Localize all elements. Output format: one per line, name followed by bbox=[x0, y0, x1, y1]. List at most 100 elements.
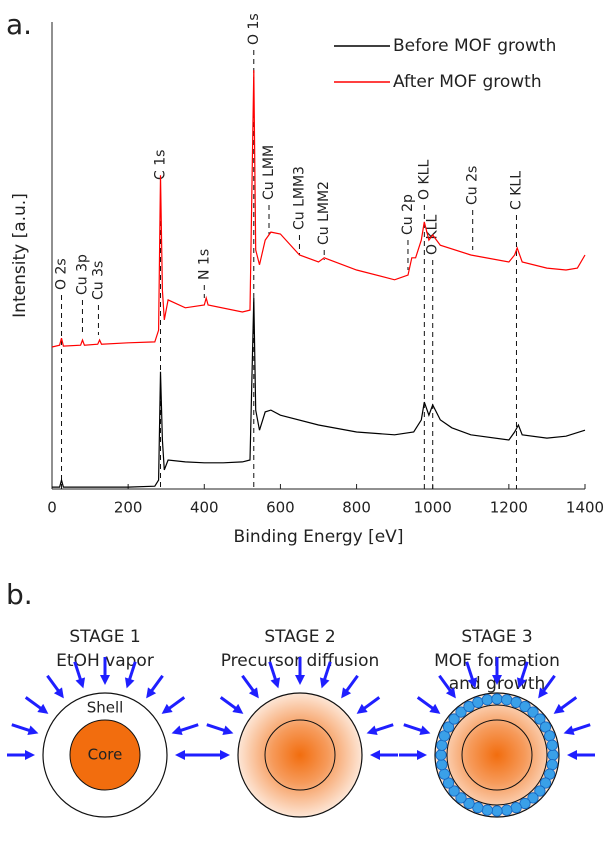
mof-bead bbox=[491, 693, 503, 705]
annotation-label: N 1s bbox=[196, 249, 212, 280]
mof-bead bbox=[501, 804, 513, 816]
annotation-label: O 2s bbox=[54, 258, 70, 290]
mof-bead bbox=[481, 804, 493, 816]
mof-bead bbox=[436, 739, 448, 751]
arrow-shaft bbox=[519, 661, 529, 682]
arrow-head bbox=[538, 687, 549, 699]
x-tick-label: 1400 bbox=[566, 499, 604, 517]
arrow-shaft bbox=[268, 661, 278, 682]
arrow-shaft bbox=[167, 696, 186, 711]
arrow-head bbox=[75, 677, 86, 689]
shell bbox=[237, 692, 363, 818]
mof-bead bbox=[544, 730, 556, 742]
arrow-shaft bbox=[219, 696, 238, 711]
arrow-head bbox=[492, 675, 502, 685]
arrow-shaft bbox=[416, 696, 435, 711]
legend-label: After MOF growth bbox=[393, 72, 542, 92]
arrow-head bbox=[161, 703, 173, 714]
mof-bead bbox=[547, 749, 559, 761]
arrow-head bbox=[124, 677, 135, 689]
mof-bead bbox=[448, 713, 460, 725]
mof-bead bbox=[527, 792, 539, 804]
core-outline bbox=[264, 719, 336, 791]
mof-bead bbox=[501, 694, 513, 706]
arrow-head bbox=[222, 725, 234, 736]
mof-bead bbox=[481, 694, 493, 706]
mof-bead bbox=[519, 700, 531, 713]
arrow-head bbox=[270, 677, 281, 689]
x-tick-label: 1000 bbox=[414, 499, 452, 517]
arrow-shaft bbox=[149, 674, 164, 693]
x-tick-label: 800 bbox=[342, 499, 371, 517]
mof-bead bbox=[438, 768, 450, 780]
x-tick-label: 600 bbox=[266, 499, 295, 517]
annotation-label: Cu LMM bbox=[261, 145, 277, 200]
spectrum-plot: 0 200 400 600 800 1000 1200 1400 Binding Energy … bbox=[10, 13, 604, 547]
arrow-head bbox=[417, 750, 427, 760]
arrow-head bbox=[232, 703, 244, 714]
mof-bead bbox=[455, 706, 467, 718]
arrow-shaft bbox=[344, 674, 359, 693]
arrow-shaft bbox=[73, 661, 83, 682]
annotation-label: Cu 2s bbox=[465, 166, 481, 205]
annotation-label: Cu 3s bbox=[90, 261, 106, 300]
x-axis-label: Binding Energy [eV] bbox=[234, 527, 404, 547]
arrow-head bbox=[100, 675, 110, 685]
annotation-label: O 1s bbox=[246, 13, 262, 45]
annotation-label: Cu LMM2 bbox=[316, 181, 332, 245]
arrow-head bbox=[175, 750, 185, 760]
spectrum-line bbox=[52, 297, 586, 488]
mof-bead bbox=[539, 777, 552, 789]
mof-bead bbox=[455, 792, 467, 804]
arrow-head bbox=[27, 725, 39, 736]
arrow-head bbox=[25, 750, 35, 760]
arrow-shaft bbox=[362, 696, 381, 711]
arrow-shaft bbox=[403, 723, 424, 733]
annotation-label: Cu LMM3 bbox=[291, 166, 307, 230]
annotation-label: O KLL bbox=[416, 160, 432, 200]
arrow-shaft bbox=[178, 723, 199, 733]
mof-bead bbox=[546, 759, 558, 771]
arrow-head bbox=[445, 687, 456, 699]
x-tick-label: 0 bbox=[47, 499, 57, 517]
arrow-head bbox=[341, 687, 352, 699]
mof-bead bbox=[435, 749, 447, 761]
mof-bead bbox=[491, 805, 503, 817]
stage-title: STAGE 2 bbox=[264, 627, 335, 647]
arrow-shaft bbox=[206, 723, 227, 733]
arrow-head bbox=[429, 703, 441, 714]
mof-bead bbox=[534, 785, 546, 797]
arrow-head bbox=[370, 750, 380, 760]
arrow-shaft bbox=[11, 723, 32, 733]
annotation-label: Cu 2p bbox=[400, 194, 416, 235]
x-tick-label: 400 bbox=[190, 499, 219, 517]
arrow-head bbox=[319, 677, 330, 689]
y-axis-label: Intensity [a.u.] bbox=[10, 193, 30, 318]
stage-title: STAGE 3 bbox=[461, 627, 532, 647]
core-outline bbox=[461, 719, 533, 791]
arrow-shaft bbox=[127, 661, 137, 682]
core-label: Core bbox=[88, 746, 123, 764]
mof-bead bbox=[527, 706, 539, 718]
core bbox=[69, 719, 141, 791]
arrow-head bbox=[467, 677, 478, 689]
mof-bead bbox=[436, 759, 448, 771]
x-tick-label: 200 bbox=[114, 499, 143, 517]
arrow-shaft bbox=[541, 674, 556, 693]
mof-bead bbox=[463, 797, 475, 810]
arrow-head bbox=[295, 675, 305, 685]
mof-bead bbox=[442, 721, 455, 733]
arrow-shaft bbox=[241, 674, 256, 693]
mof-bead bbox=[534, 713, 546, 725]
arrow-shaft bbox=[438, 674, 453, 693]
arrow-shaft bbox=[46, 674, 61, 693]
arrow-head bbox=[146, 687, 157, 699]
arrow-head bbox=[220, 750, 230, 760]
annotation-label: Cu 3p bbox=[74, 254, 90, 295]
arrow-head bbox=[553, 703, 565, 714]
arrow-head bbox=[171, 725, 183, 736]
arrow-head bbox=[366, 725, 378, 736]
spectrum-line bbox=[51, 70, 586, 348]
annotation-label: C KLL bbox=[508, 171, 524, 210]
